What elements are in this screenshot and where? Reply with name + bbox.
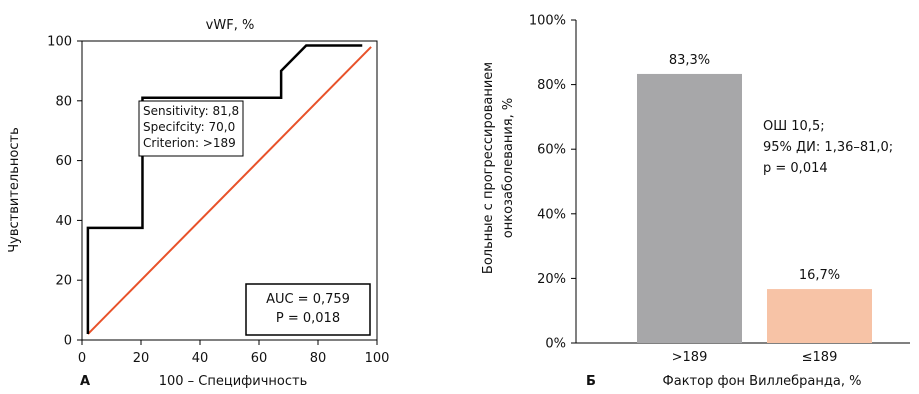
roc-reference-line — [87, 46, 372, 335]
bar-category-label: >189 — [672, 350, 708, 365]
roc-p-label: P = 0,018 — [276, 311, 340, 326]
roc-y-tick-label: 20 — [55, 274, 72, 289]
bar-data-label: 16,7% — [799, 268, 840, 283]
roc-stats-box: AUC = 0,759 P = 0,018 — [245, 283, 371, 336]
bar-bars: 83,3% >189 16,7% ≤189 — [637, 53, 872, 365]
bar-category-label: ≤189 — [802, 350, 838, 365]
bar-y-tick-label: 100% — [529, 14, 566, 29]
bar-y-tick-label: 80% — [537, 78, 566, 93]
bar-annotation-line: ОШ 10,5; — [763, 119, 825, 134]
bar-y-ticks: 0% 20% 40% 60% 80% 100% — [529, 14, 576, 352]
roc-auc-label: AUC = 0,759 — [266, 292, 350, 307]
roc-y-tick-label: 60 — [55, 154, 72, 169]
panel-letter-b: Б — [586, 374, 596, 389]
roc-y-tick-label: 0 — [64, 334, 72, 349]
roc-x-ticks: 0 20 40 60 80 100 — [78, 340, 390, 366]
bar-y-axis-label-line: онкозаболевания, % — [501, 98, 516, 238]
roc-x-tick-label: 40 — [192, 351, 209, 366]
bar-panel: 0% 20% 40% 60% 80% 100% 83,3% >189 16,7% ≤189 ОШ… — [481, 14, 910, 389]
roc-x-tick-label: 60 — [251, 351, 268, 366]
bar — [767, 289, 872, 343]
roc-y-tick-label: 100 — [47, 35, 72, 50]
roc-stats-frame — [245, 283, 371, 336]
bar-annotation-line: 95% ДИ: 1,36–81,0; — [763, 140, 893, 155]
bar-y-tick-label: 60% — [537, 143, 566, 158]
roc-x-tick-label: 20 — [133, 351, 150, 366]
panel-letter-a: А — [80, 374, 90, 389]
bar-annotation-line: p = 0,014 — [763, 161, 828, 176]
roc-y-ticks: 0 20 40 60 80 100 — [47, 35, 82, 349]
bar-y-tick-label: 20% — [537, 272, 566, 287]
roc-panel: vWF, % 0 20 40 60 80 100 0 20 40 60 80 100 Sensiti… — [7, 18, 389, 389]
roc-y-tick-label: 40 — [55, 214, 72, 229]
roc-x-tick-label: 80 — [310, 351, 327, 366]
bar-data-label: 83,3% — [669, 53, 710, 68]
bar-y-tick-label: 0% — [545, 337, 566, 352]
roc-curve — [86, 44, 363, 335]
roc-x-axis-label: 100 – Специфичность — [159, 374, 308, 389]
roc-x-tick-label: 100 — [365, 351, 390, 366]
roc-point-annotation: Sensitivity: 81,8 Specifcity: 70,0 Crite… — [138, 100, 244, 157]
roc-title: vWF, % — [206, 18, 255, 33]
bar — [637, 73, 742, 343]
roc-point-annotation-line: Sensitivity: 81,8 — [143, 104, 239, 118]
roc-point-annotation-line: Specifcity: 70,0 — [143, 120, 235, 134]
roc-y-axis-label: Чувствительность — [7, 127, 22, 252]
bar-y-tick-label: 40% — [537, 207, 566, 222]
roc-point-annotation-box — [138, 100, 244, 157]
roc-plot-frame — [81, 40, 378, 341]
bar-x-axis-label: Фактор фон Виллебранда, % — [663, 374, 862, 389]
roc-x-tick-label: 0 — [78, 351, 86, 366]
roc-y-tick-label: 80 — [55, 94, 72, 109]
bar-y-axis-label-line: Больные с прогрессированием — [481, 62, 496, 274]
roc-point-annotation-line: Criterion: >189 — [143, 136, 236, 150]
